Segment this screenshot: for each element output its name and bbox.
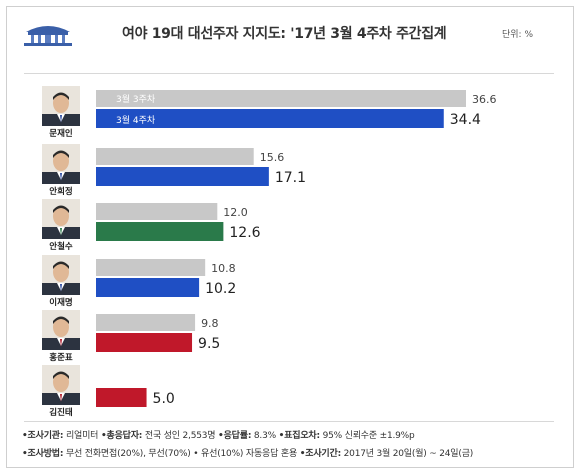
bar-curr-5 (96, 388, 147, 407)
bar-prev-1 (96, 148, 254, 165)
candidate-name-2: 안철수 (49, 242, 73, 252)
value-label-curr-5: 5.0 (153, 391, 175, 407)
footer-key-respondents: •총응답자: (100, 431, 143, 441)
value-label-prev-0: 36.6 (472, 93, 497, 106)
bar-curr-1 (96, 167, 269, 186)
footer-divider (24, 421, 554, 422)
candidate-portrait-icon (42, 310, 80, 350)
header-divider (24, 73, 554, 74)
footer-value-period: 2017년 3월 20일(월) ~ 24일(금) (340, 449, 474, 459)
value-label-prev-4: 9.8 (201, 317, 219, 330)
chart-header: 여야 19대 대선주자 지지도: '17년 3월 4주차 주간집계 단위: % (12, 14, 564, 54)
candidate-name-3: 이재명 (49, 298, 73, 308)
value-label-prev-1: 15.6 (260, 151, 285, 164)
bar-prev-2 (96, 203, 218, 220)
candidate-portrait-icon (42, 365, 80, 405)
legend-prev-label: 3월 3주차 (116, 93, 156, 105)
footer-key-method: •조사방법: (22, 449, 64, 459)
value-label-curr-3: 10.2 (205, 281, 236, 297)
footer-value-sampling-error: 95% 신뢰수준 ±1.9%p (319, 431, 415, 441)
footer-line-2: •조사방법: 무선 전화면접(20%), 무선(70%) • 유선(10%) 자… (22, 446, 473, 459)
bar-curr-4 (96, 333, 193, 352)
value-label-curr-4: 9.5 (198, 336, 220, 352)
bar-prev-4 (96, 314, 196, 331)
candidate-portrait-icon (42, 144, 80, 184)
footer-key-sampling-error: •표집오차: (278, 431, 320, 441)
candidate-portrait-icon (42, 255, 80, 295)
blue-house-logo-icon (24, 26, 72, 46)
bar-prev-0 (96, 90, 466, 107)
candidate-portrait-icon (42, 86, 80, 126)
footer-value-agency: 리얼미터 (63, 431, 101, 441)
candidate-name-4: 홍준표 (49, 353, 73, 363)
candidate-name-5: 김진태 (49, 408, 73, 418)
footer-value-response-rate: 8.3% (251, 431, 279, 441)
value-label-curr-2: 12.6 (229, 225, 260, 241)
value-label-prev-2: 12.0 (223, 206, 248, 219)
footer-value-method: 무선 전화면접(20%), 무선(70%) • 유선(10%) 자동응답 혼용 (63, 449, 300, 459)
unit-label: 단위: % (502, 30, 534, 40)
candidate-name-0: 문재인 (49, 129, 73, 139)
value-label-curr-1: 17.1 (275, 170, 306, 186)
bar-curr-2 (96, 222, 224, 241)
value-label-prev-3: 10.8 (211, 262, 236, 275)
bar-curr-0 (96, 109, 444, 128)
footer-line-1: •조사기관: 리얼미터 •총응답자: 전국 성인 2,553명 •응답률: 8.… (22, 428, 415, 441)
footer-key-period: •조사기간: (299, 449, 341, 459)
bar-curr-3 (96, 278, 200, 297)
chart-title: 여야 19대 대선주자 지지도: '17년 3월 4주차 주간집계 (122, 26, 447, 42)
candidate-name-1: 안희정 (49, 187, 73, 197)
legend-curr-label: 3월 4주차 (116, 114, 156, 126)
footer-value-respondents: 전국 성인 2,553명 (142, 431, 219, 441)
bar-prev-3 (96, 259, 206, 276)
footer-key-agency: •조사기관: (22, 431, 64, 441)
footer-key-response-rate: •응답률: (218, 431, 252, 441)
candidate-portrait-icon (42, 199, 80, 239)
value-label-curr-0: 34.4 (450, 112, 481, 128)
